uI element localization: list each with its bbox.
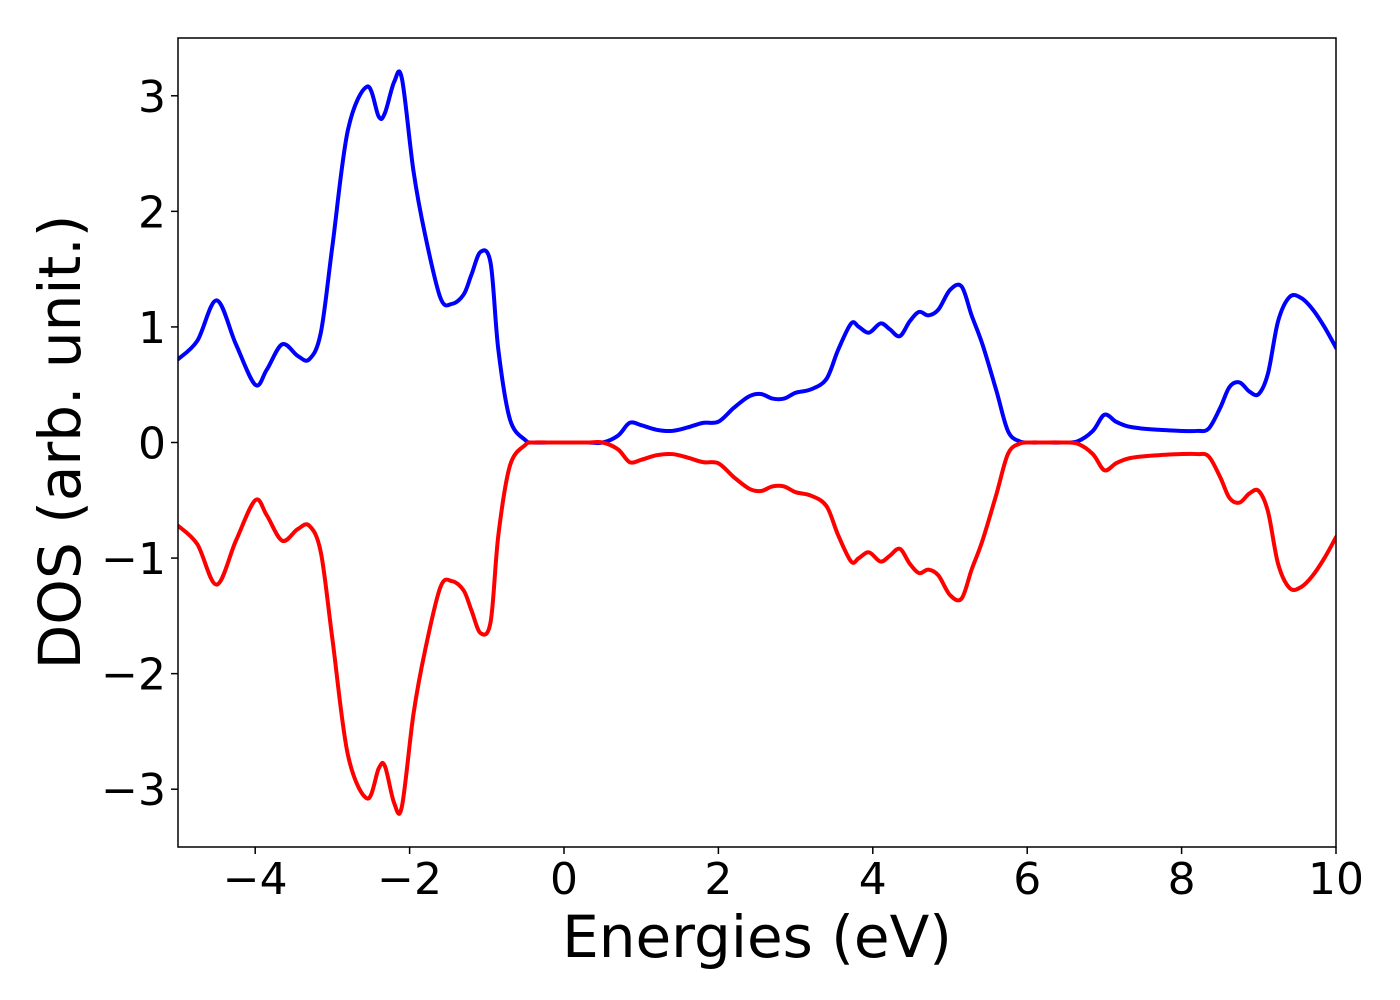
- y-tick-label: −2: [101, 650, 166, 701]
- dos-line-positive: [178, 69, 1336, 446]
- series-layer: [178, 69, 1336, 816]
- y-tick-label: 3: [138, 72, 166, 123]
- x-tick-label: 0: [550, 854, 578, 905]
- y-tick-label: −3: [101, 765, 166, 816]
- x-tick-label: 2: [704, 854, 732, 905]
- x-tick-label: −2: [377, 854, 442, 905]
- x-tick-label: 6: [1013, 854, 1041, 905]
- dos-line-negative: [178, 439, 1336, 816]
- y-tick-label: −1: [101, 534, 166, 585]
- y-tick-label: 0: [138, 419, 166, 470]
- x-axis-label: Energies (eV): [562, 903, 952, 971]
- x-tick-label: 4: [859, 854, 887, 905]
- x-tick-label: 8: [1168, 854, 1196, 905]
- x-tick-label: −4: [223, 854, 288, 905]
- plot-frame: [177, 37, 1337, 848]
- y-axis-label: DOS (arb. unit.): [26, 215, 94, 670]
- axes-layer: −4 −2 0 2 4 6 8 10 −3 −2 −1 0 1 2 3: [101, 72, 1364, 905]
- y-tick-label: 1: [138, 303, 166, 354]
- x-tick-label: 10: [1308, 854, 1364, 905]
- y-tick-label: 2: [138, 187, 166, 238]
